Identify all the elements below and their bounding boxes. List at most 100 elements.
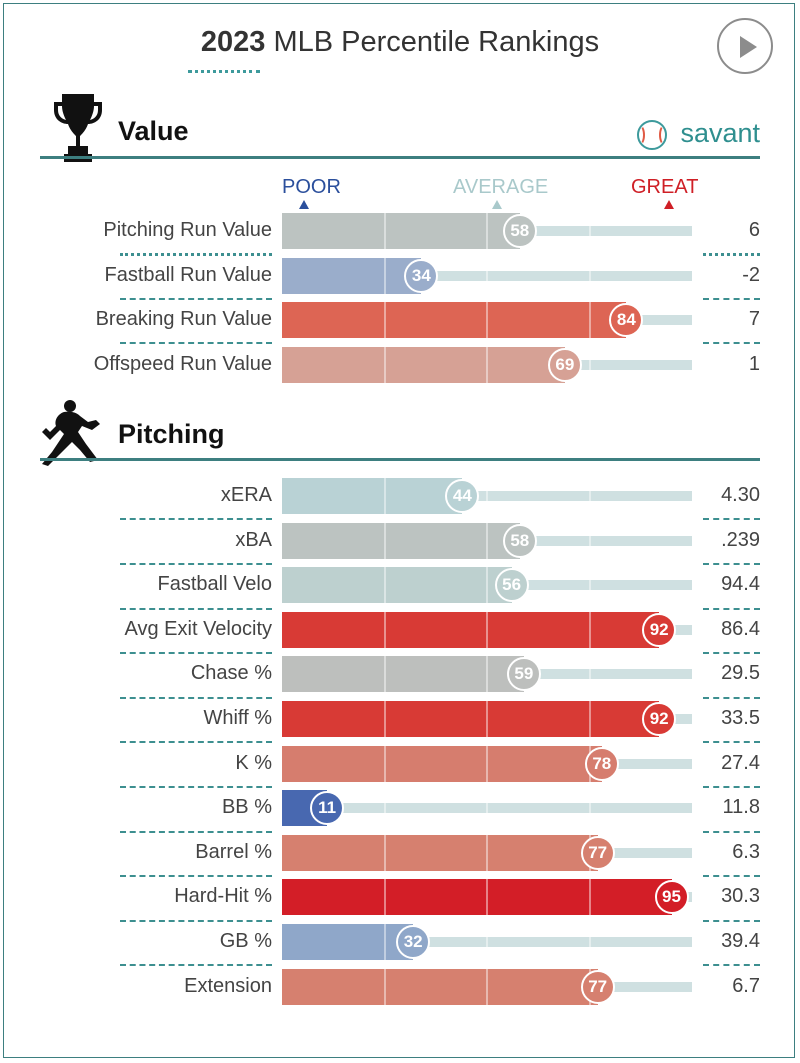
metric-value: 6 [748, 219, 760, 241]
gridline [588, 611, 591, 648]
gridline [486, 790, 488, 827]
metric-label: Offspeed Run Value [93, 352, 272, 375]
metric-row: K % 78 27.4 [0, 742, 800, 786]
percentile-bar [282, 656, 524, 693]
row-separator [120, 607, 272, 610]
percentile-bar [282, 346, 565, 383]
percentile-bar [282, 611, 660, 648]
row-separator [120, 741, 272, 744]
gridline [486, 968, 488, 1005]
gridline [588, 924, 591, 960]
metric-label: Hard-Hit % [174, 885, 272, 908]
row-separator [120, 342, 272, 345]
metric-row: xBA 58 .239 [0, 519, 800, 563]
metric-row: Hard-Hit % 95 30.3 [0, 875, 800, 919]
metric-row: Whiff % 92 33.5 [0, 697, 800, 741]
gridline [588, 257, 591, 294]
metric-value: 11.8 [722, 796, 760, 819]
gridline [486, 745, 488, 782]
percentile-bubble: 77 [580, 969, 615, 1004]
row-separator [120, 518, 272, 521]
row-separator [120, 652, 272, 655]
percentile-bubble: 58 [502, 214, 537, 248]
scale-poor-label: POOR [282, 176, 341, 198]
row-separator [120, 696, 272, 699]
great-marker-icon [664, 200, 674, 209]
title-text: MLB Percentile Rankings [273, 26, 600, 58]
percentile-bar [282, 302, 627, 338]
gridline [588, 701, 591, 737]
metric-label: Whiff % [203, 707, 272, 729]
gridline [383, 302, 386, 338]
percentile-bar [282, 213, 520, 249]
savant-logo-text: savant [680, 118, 760, 148]
gridline [383, 478, 386, 514]
percentile-bar [282, 834, 598, 871]
gridline [588, 790, 591, 827]
page-title: 2023 MLB Percentile Rankings [0, 26, 800, 59]
bar-track [282, 270, 692, 281]
metric-value: 86.4 [721, 617, 760, 640]
gridline [383, 968, 386, 1005]
gridline [383, 924, 386, 960]
percentile-bubble: 92 [642, 612, 677, 647]
gridline [383, 611, 386, 648]
metric-label: Breaking Run Value [95, 308, 272, 330]
percentile-bar [282, 257, 422, 294]
row-separator [703, 607, 760, 610]
percentile-bar [282, 745, 602, 782]
percentile-bar [282, 968, 598, 1005]
metric-row: xERA 44 4.30 [0, 474, 800, 518]
value-section-title: Value [118, 116, 189, 146]
percentile-bar [282, 879, 672, 916]
metric-value: 29.5 [721, 662, 760, 685]
gridline [486, 346, 488, 383]
percentile-bubble: 56 [494, 568, 529, 603]
percentile-bubble: 84 [609, 303, 644, 337]
title-year: 2023 [200, 26, 266, 58]
gridline [383, 834, 386, 871]
metric-row: Fastball Run Value 34 -2 [0, 254, 800, 298]
gridline [486, 924, 488, 960]
gridline [486, 302, 488, 338]
gridline [383, 522, 386, 559]
percentile-bar [282, 924, 414, 960]
metric-value: 4.30 [721, 484, 760, 506]
metric-row: Breaking Run Value 84 7 [0, 298, 800, 342]
percentile-bubble: 92 [642, 702, 677, 736]
row-separator [120, 562, 272, 565]
gridline [486, 478, 488, 514]
percentile-bubble: 58 [502, 523, 537, 558]
gridline [383, 790, 386, 827]
metric-row: GB % 32 39.4 [0, 920, 800, 964]
metric-value: -2 [742, 263, 760, 286]
metric-value: 94.4 [721, 573, 760, 596]
metric-label: Fastball Run Value [104, 263, 273, 286]
gridline [486, 656, 488, 693]
card-frame [3, 3, 795, 1058]
gridline [383, 656, 386, 693]
metric-label: Barrel % [195, 840, 272, 863]
play-button[interactable] [717, 18, 773, 74]
pitching-section-title: Pitching [118, 419, 225, 449]
metric-label: Avg Exit Velocity [124, 617, 272, 640]
metric-value: 7 [748, 308, 760, 330]
percentile-bubble: 59 [506, 657, 541, 692]
percentile-bubble: 77 [580, 835, 615, 870]
row-separator [120, 964, 272, 967]
metric-value: 27.4 [721, 751, 760, 774]
metric-value: .239 [721, 528, 760, 551]
bar-track [282, 937, 692, 947]
metric-value: 6.7 [732, 974, 760, 997]
percentile-bubble: 32 [396, 925, 431, 959]
gridline [383, 213, 386, 249]
metric-value: 6.3 [732, 840, 760, 863]
gridline [486, 522, 488, 559]
scale-great-label: GREAT [631, 176, 699, 198]
gridline [383, 745, 386, 782]
row-separator [120, 919, 272, 922]
percentile-bar [282, 478, 463, 514]
gridline [486, 213, 488, 249]
gridline [486, 257, 488, 294]
row-separator [703, 342, 760, 345]
